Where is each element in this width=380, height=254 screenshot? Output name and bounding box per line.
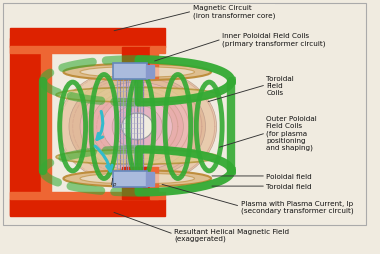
Text: Outer Poloidal
Field Coils
(for plasma
positioning
and shaping): Outer Poloidal Field Coils (for plasma p… <box>219 116 317 151</box>
Bar <box>150 47 158 79</box>
Ellipse shape <box>91 90 184 164</box>
Bar <box>122 167 150 199</box>
Bar <box>10 199 165 216</box>
FancyBboxPatch shape <box>113 171 147 187</box>
Ellipse shape <box>102 98 172 156</box>
Text: Magnetic Circuit
(iron transformer core): Magnetic Circuit (iron transformer core) <box>114 5 275 31</box>
Text: Plasma with Plasma Current, Ip
(secondary transformer circuit): Plasma with Plasma Current, Ip (secondar… <box>162 185 353 213</box>
Ellipse shape <box>112 105 162 149</box>
Text: Toroidal field: Toroidal field <box>212 183 312 189</box>
FancyBboxPatch shape <box>113 64 147 80</box>
Bar <box>122 47 150 79</box>
Ellipse shape <box>80 67 195 78</box>
Ellipse shape <box>80 83 195 171</box>
Bar <box>10 39 41 215</box>
Bar <box>41 39 51 215</box>
Bar <box>10 193 165 199</box>
Ellipse shape <box>69 75 206 179</box>
Ellipse shape <box>56 150 218 165</box>
Ellipse shape <box>63 65 211 81</box>
Ellipse shape <box>63 171 211 187</box>
Bar <box>10 47 165 54</box>
Ellipse shape <box>122 114 153 140</box>
Text: Resultant Helical Magnetic Field
(exaggerated): Resultant Helical Magnetic Field (exagge… <box>114 213 289 241</box>
Text: $I_p$: $I_p$ <box>109 177 117 189</box>
Ellipse shape <box>80 173 195 184</box>
Bar <box>146 173 154 186</box>
Text: Inner Poloidal Field Coils
(primary transformer circuit): Inner Poloidal Field Coils (primary tran… <box>155 33 326 62</box>
Bar <box>10 28 165 47</box>
Bar <box>150 167 158 199</box>
Text: Poloidal field: Poloidal field <box>212 173 312 179</box>
Text: Toroidal
Field
Coils: Toroidal Field Coils <box>208 75 294 102</box>
Ellipse shape <box>56 88 218 103</box>
Bar <box>146 65 154 78</box>
Bar <box>3 5 366 226</box>
Ellipse shape <box>58 68 217 186</box>
